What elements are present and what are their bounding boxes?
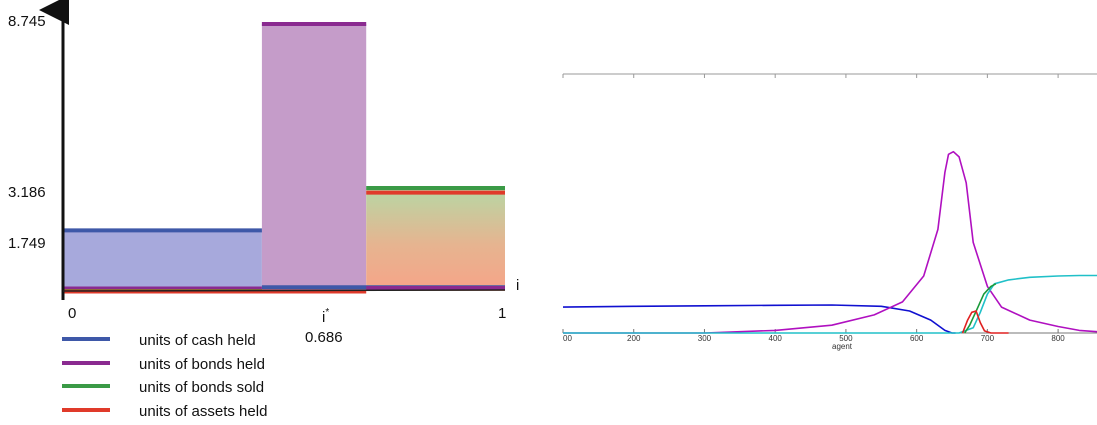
legend-label-bonds-held: units of bonds held [139, 356, 265, 373]
legend-label-assets: units of assets held [139, 403, 267, 420]
y-tick-label: 3.186 [8, 184, 46, 201]
x-tick-label-1: 1 [498, 305, 506, 322]
x-axis-baseline [62, 289, 506, 292]
legend: units of cash held units of bonds held u… [62, 332, 267, 420]
x-tick-label-0: 0 [68, 305, 76, 322]
region-assets [366, 188, 505, 291]
region-bonds [261, 24, 367, 291]
legend-label-bonds-sold: units of bonds sold [139, 379, 264, 396]
x-axis-label: i [516, 277, 519, 294]
istar-value-label: 0.686 [305, 329, 343, 346]
region-cash [63, 230, 262, 291]
y-tick-label: 8.745 [8, 13, 46, 30]
legend-label-cash: units of cash held [139, 332, 256, 349]
y-tick-label: 1.749 [8, 235, 46, 252]
x-tick-label-istar: i* [322, 307, 329, 326]
